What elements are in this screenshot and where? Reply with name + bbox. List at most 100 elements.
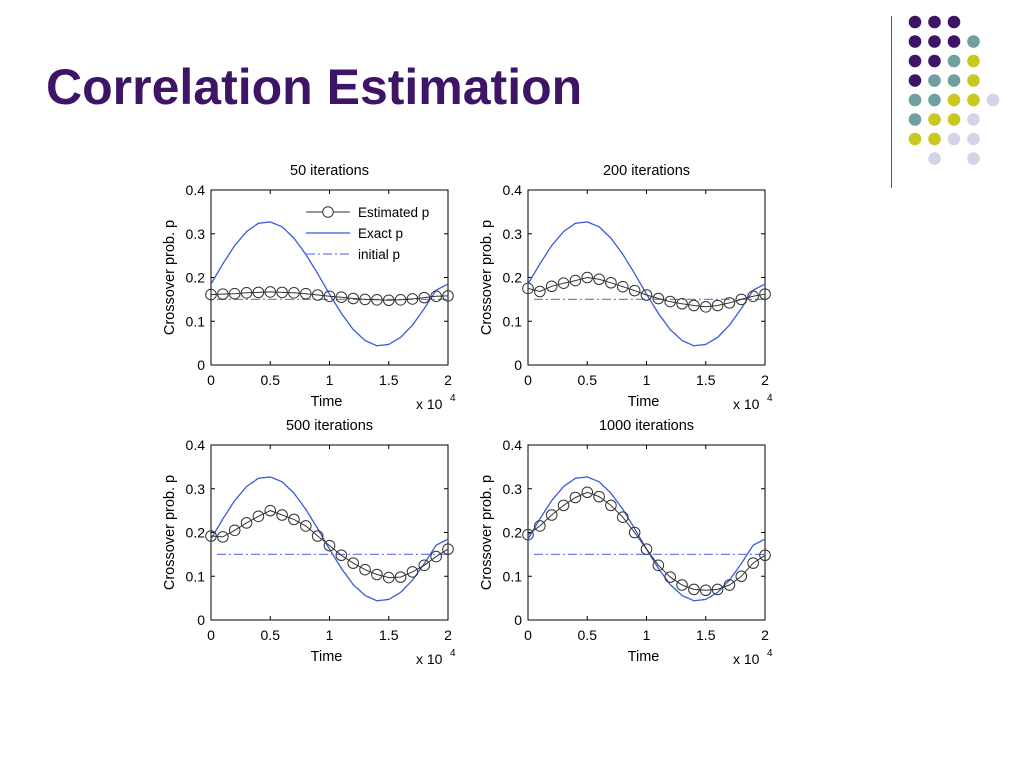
y-axis-label: Crossover prob. p xyxy=(162,475,178,590)
estimated-p-point xyxy=(569,274,582,287)
estimated-p-point xyxy=(522,528,534,541)
estimated-p-point xyxy=(252,510,265,523)
estimated-p-point xyxy=(688,583,700,596)
decor-dot xyxy=(928,74,941,87)
estimated-p-point xyxy=(406,566,419,578)
x-tick-label: 0 xyxy=(207,627,215,643)
x-axis-label: Time xyxy=(311,394,343,410)
estimated-p-point xyxy=(359,293,371,306)
estimated-p-point xyxy=(723,297,736,309)
x-tick-label: 0.5 xyxy=(261,372,281,388)
estimated-p-point xyxy=(394,294,407,306)
decor-dot xyxy=(967,93,980,107)
estimated-p-point xyxy=(557,277,570,289)
x-tick-label: 0 xyxy=(524,372,532,388)
estimated-p-point xyxy=(664,295,677,308)
x-multiplier: x 10 xyxy=(416,651,443,667)
estimated-p-point xyxy=(264,504,277,517)
chart-title: 50 iterations xyxy=(290,163,369,179)
estimated-p-point xyxy=(323,539,336,552)
y-tick-label: 0.1 xyxy=(503,313,523,329)
chart-title: 500 iterations xyxy=(286,418,373,434)
estimated-p-point xyxy=(418,559,431,572)
estimated-p-point xyxy=(640,289,653,301)
estimated-p-point xyxy=(371,568,383,581)
estimated-p-point xyxy=(569,491,582,504)
y-tick-label: 0.3 xyxy=(186,481,206,497)
estimated-p-point xyxy=(688,299,700,312)
exact-p-line xyxy=(210,476,449,602)
estimated-p-point xyxy=(545,509,558,521)
estimated-p-point xyxy=(359,563,371,576)
x-multiplier-exponent: 4 xyxy=(450,393,456,404)
estimated-p-point xyxy=(676,297,688,310)
x-tick-label: 0.5 xyxy=(578,372,598,388)
estimated-p-point xyxy=(323,290,336,303)
decor-dot xyxy=(967,132,980,146)
estimated-p-point xyxy=(735,570,748,583)
y-tick-label: 0.2 xyxy=(186,270,206,286)
y-tick-label: 0.2 xyxy=(186,525,206,541)
estimated-p-point xyxy=(430,290,442,303)
legend-label: Exact p xyxy=(358,226,403,241)
estimated-p-point xyxy=(382,294,395,307)
y-tick-label: 0.1 xyxy=(503,568,523,584)
estimated-p-point xyxy=(394,571,407,583)
decor-dot xyxy=(908,113,922,126)
estimated-p-point xyxy=(240,287,253,299)
estimated-p-point xyxy=(534,520,546,532)
x-tick-label: 1.5 xyxy=(696,627,716,643)
x-multiplier: x 10 xyxy=(733,396,760,412)
estimated-p-point xyxy=(652,292,665,305)
x-axis-label: Time xyxy=(628,649,660,665)
estimated-p-point xyxy=(593,490,605,503)
estimated-p-point xyxy=(676,579,688,591)
charts-figure: 50 iterations 0 0.1 0.2 0.3 0.4 0 0.5 1 1.5 2 Time C… xyxy=(162,163,773,667)
estimated-p-point xyxy=(522,282,534,295)
estimated-p-point xyxy=(699,584,712,597)
estimated-p-point xyxy=(605,499,617,512)
estimated-p-point xyxy=(640,543,653,555)
y-tick-label: 0.1 xyxy=(186,313,206,329)
decor-dot xyxy=(967,152,980,165)
decor-dot xyxy=(928,35,941,48)
chart-panel: 50 iterations 0 0.1 0.2 0.3 0.4 0 0.5 1 1.5 2 Time C… xyxy=(162,163,456,412)
y-tick-label: 0.1 xyxy=(186,568,206,584)
estimated-p-point xyxy=(581,271,594,284)
y-tick-label: 0.2 xyxy=(503,525,523,541)
decor-dot xyxy=(908,15,922,29)
estimated-p-point xyxy=(545,280,558,293)
legend-marker-estimated xyxy=(322,206,334,218)
y-tick-label: 0.3 xyxy=(503,481,523,497)
x-multiplier-exponent: 4 xyxy=(450,648,456,659)
estimated-p-point xyxy=(347,557,359,569)
plot-area xyxy=(527,444,766,621)
estimated-p-point xyxy=(617,280,629,293)
chart-title: 200 iterations xyxy=(603,163,690,179)
estimated-p-point xyxy=(335,549,348,562)
x-tick-label: 1 xyxy=(643,372,651,388)
estimated-p-point xyxy=(288,287,300,299)
x-tick-label: 2 xyxy=(444,372,452,388)
decor-dot xyxy=(908,132,922,146)
chart-title: 1000 iterations xyxy=(599,418,694,434)
estimated-p-point xyxy=(300,520,312,532)
estimated-p-point xyxy=(664,571,677,583)
estimated-p-point xyxy=(205,288,217,301)
page-title: Correlation Estimation xyxy=(46,59,583,115)
estimated-p-point xyxy=(628,526,641,539)
divider-line xyxy=(891,16,892,188)
decor-dot xyxy=(947,54,961,68)
chart-panel: 500 iterations 0 0.1 0.2 0.3 0.4 0 0.5 1 1.5 2 Time… xyxy=(162,418,456,667)
estimated-p-point xyxy=(652,559,665,572)
x-tick-label: 0 xyxy=(524,627,532,643)
plot-area xyxy=(210,444,449,621)
estimated-p-point xyxy=(711,583,724,596)
estimated-p-point xyxy=(217,288,229,300)
estimated-p-point xyxy=(276,509,288,521)
decor-dot xyxy=(928,15,941,29)
decor-dot xyxy=(908,74,922,87)
decor-dot xyxy=(967,54,980,68)
estimated-p-point xyxy=(217,531,229,543)
estimated-p-line xyxy=(527,491,766,591)
